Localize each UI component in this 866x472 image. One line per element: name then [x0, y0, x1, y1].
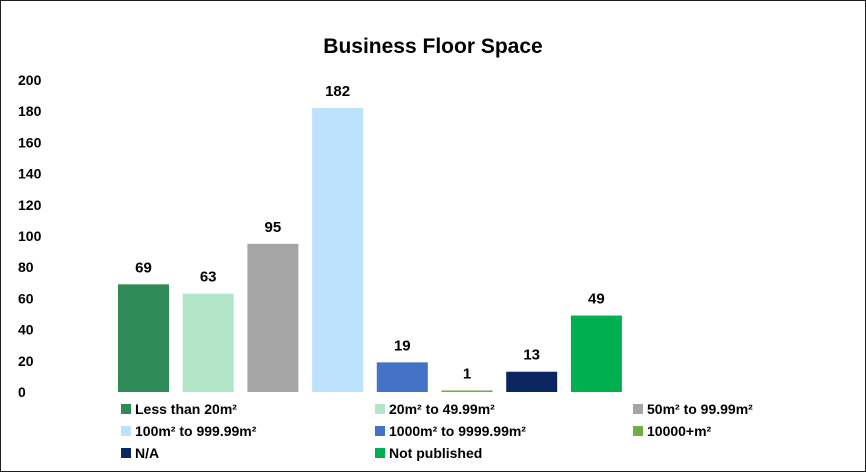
- bar: [182, 293, 234, 392]
- bar: [247, 243, 299, 392]
- data-label: 63: [200, 269, 217, 286]
- y-axis: 0 20 40 60 80 100 120 140 160 180 200: [18, 72, 42, 400]
- legend-label: Not published: [389, 445, 482, 461]
- y-tick-label: 20: [18, 353, 34, 369]
- y-tick-label: 140: [18, 166, 42, 182]
- bar: [312, 108, 364, 392]
- legend-label: 20m² to 49.99m²: [389, 401, 495, 417]
- data-label: 95: [265, 219, 282, 236]
- y-tick-label: 120: [18, 197, 42, 213]
- legend-label: 10000+m²: [647, 423, 712, 439]
- bar: [118, 284, 169, 392]
- legend-label: 100m² to 999.99m²: [135, 423, 257, 439]
- y-tick-label: 80: [18, 259, 34, 275]
- data-label: 182: [325, 83, 350, 100]
- legend-swatch: [633, 404, 643, 414]
- y-tick-label: 200: [18, 72, 42, 88]
- bar: [570, 315, 622, 392]
- legend-swatch: [375, 448, 385, 458]
- legend-swatch: [121, 448, 131, 458]
- data-label: 49: [588, 291, 605, 308]
- legend-label: 1000m² to 9999.99m²: [389, 423, 526, 439]
- legend-swatch: [121, 404, 131, 414]
- legend-swatch: [121, 426, 131, 436]
- legend-swatch: [633, 426, 643, 436]
- y-tick-label: 60: [18, 290, 34, 306]
- bar: [376, 362, 428, 392]
- y-tick-label: 160: [18, 134, 42, 150]
- bar: [506, 371, 558, 392]
- y-tick-label: 100: [18, 228, 42, 244]
- legend-label: Less than 20m²: [135, 401, 237, 417]
- y-tick-label: 180: [18, 103, 42, 119]
- legend-swatch: [375, 404, 385, 414]
- data-label: 69: [135, 259, 152, 276]
- legend-swatch: [375, 426, 385, 436]
- y-tick-label: 0: [18, 384, 26, 400]
- bar: [441, 390, 493, 392]
- bars: 69 63 95 182 19 1 13 49: [118, 83, 622, 392]
- y-tick-label: 40: [18, 322, 34, 338]
- chart-title: Business Floor Space: [323, 35, 542, 58]
- data-label: 13: [523, 347, 540, 364]
- data-label: 19: [394, 337, 411, 354]
- legend-label: 50m² to 99.99m²: [647, 401, 753, 417]
- legend-label: N/A: [135, 445, 159, 461]
- legend: Less than 20m² 20m² to 49.99m² 50m² to 99.…: [121, 401, 753, 461]
- data-label: 1: [463, 365, 471, 382]
